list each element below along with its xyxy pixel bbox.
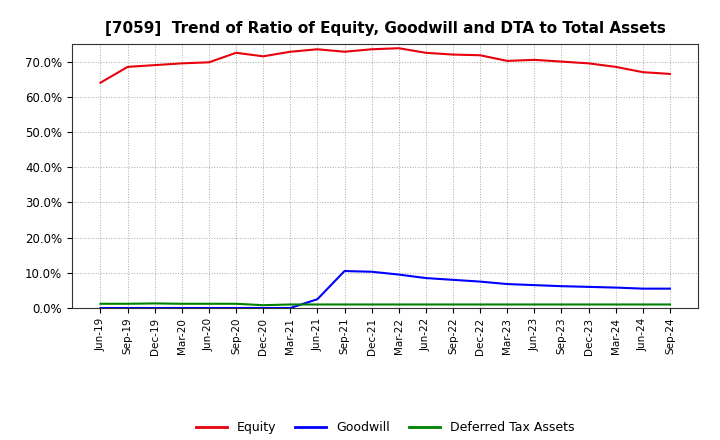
Equity [557, 59, 566, 64]
Equity [286, 49, 294, 55]
Deferred Tax Assets [313, 302, 322, 307]
Goodwill [259, 305, 268, 311]
Line: Deferred Tax Assets: Deferred Tax Assets [101, 304, 670, 305]
Legend: Equity, Goodwill, Deferred Tax Assets: Equity, Goodwill, Deferred Tax Assets [191, 416, 580, 439]
Equity [259, 54, 268, 59]
Goodwill [286, 305, 294, 311]
Deferred Tax Assets [449, 302, 457, 307]
Goodwill [639, 286, 647, 291]
Goodwill [584, 284, 593, 290]
Deferred Tax Assets [286, 302, 294, 307]
Equity [421, 50, 430, 55]
Goodwill [449, 277, 457, 282]
Deferred Tax Assets [584, 302, 593, 307]
Equity [530, 57, 539, 62]
Goodwill [178, 305, 186, 311]
Goodwill [313, 297, 322, 302]
Line: Goodwill: Goodwill [101, 271, 670, 308]
Deferred Tax Assets [557, 302, 566, 307]
Equity [204, 60, 213, 65]
Equity [123, 64, 132, 70]
Goodwill [557, 283, 566, 289]
Deferred Tax Assets [611, 302, 620, 307]
Goodwill [123, 305, 132, 311]
Goodwill [476, 279, 485, 284]
Equity [96, 80, 105, 85]
Equity [150, 62, 159, 68]
Equity [476, 53, 485, 58]
Deferred Tax Assets [503, 302, 511, 307]
Equity [232, 50, 240, 55]
Deferred Tax Assets [476, 302, 485, 307]
Deferred Tax Assets [341, 302, 349, 307]
Deferred Tax Assets [395, 302, 403, 307]
Equity [313, 47, 322, 52]
Goodwill [367, 269, 376, 275]
Equity [503, 58, 511, 63]
Deferred Tax Assets [204, 301, 213, 306]
Goodwill [421, 275, 430, 281]
Deferred Tax Assets [259, 303, 268, 308]
Goodwill [232, 305, 240, 311]
Goodwill [665, 286, 674, 291]
Equity [584, 61, 593, 66]
Goodwill [503, 282, 511, 287]
Deferred Tax Assets [232, 301, 240, 306]
Deferred Tax Assets [150, 301, 159, 306]
Goodwill [150, 305, 159, 311]
Goodwill [96, 305, 105, 311]
Deferred Tax Assets [178, 301, 186, 306]
Goodwill [204, 305, 213, 311]
Equity [395, 46, 403, 51]
Equity [367, 47, 376, 52]
Equity [449, 52, 457, 57]
Goodwill [611, 285, 620, 290]
Deferred Tax Assets [530, 302, 539, 307]
Title: [7059]  Trend of Ratio of Equity, Goodwill and DTA to Total Assets: [7059] Trend of Ratio of Equity, Goodwil… [105, 21, 665, 36]
Deferred Tax Assets [421, 302, 430, 307]
Goodwill [341, 268, 349, 274]
Equity [611, 64, 620, 70]
Deferred Tax Assets [665, 302, 674, 307]
Deferred Tax Assets [123, 301, 132, 306]
Equity [665, 71, 674, 77]
Line: Equity: Equity [101, 48, 670, 83]
Equity [341, 49, 349, 55]
Equity [178, 61, 186, 66]
Deferred Tax Assets [367, 302, 376, 307]
Goodwill [530, 282, 539, 288]
Equity [639, 70, 647, 75]
Deferred Tax Assets [96, 301, 105, 306]
Goodwill [395, 272, 403, 277]
Deferred Tax Assets [639, 302, 647, 307]
